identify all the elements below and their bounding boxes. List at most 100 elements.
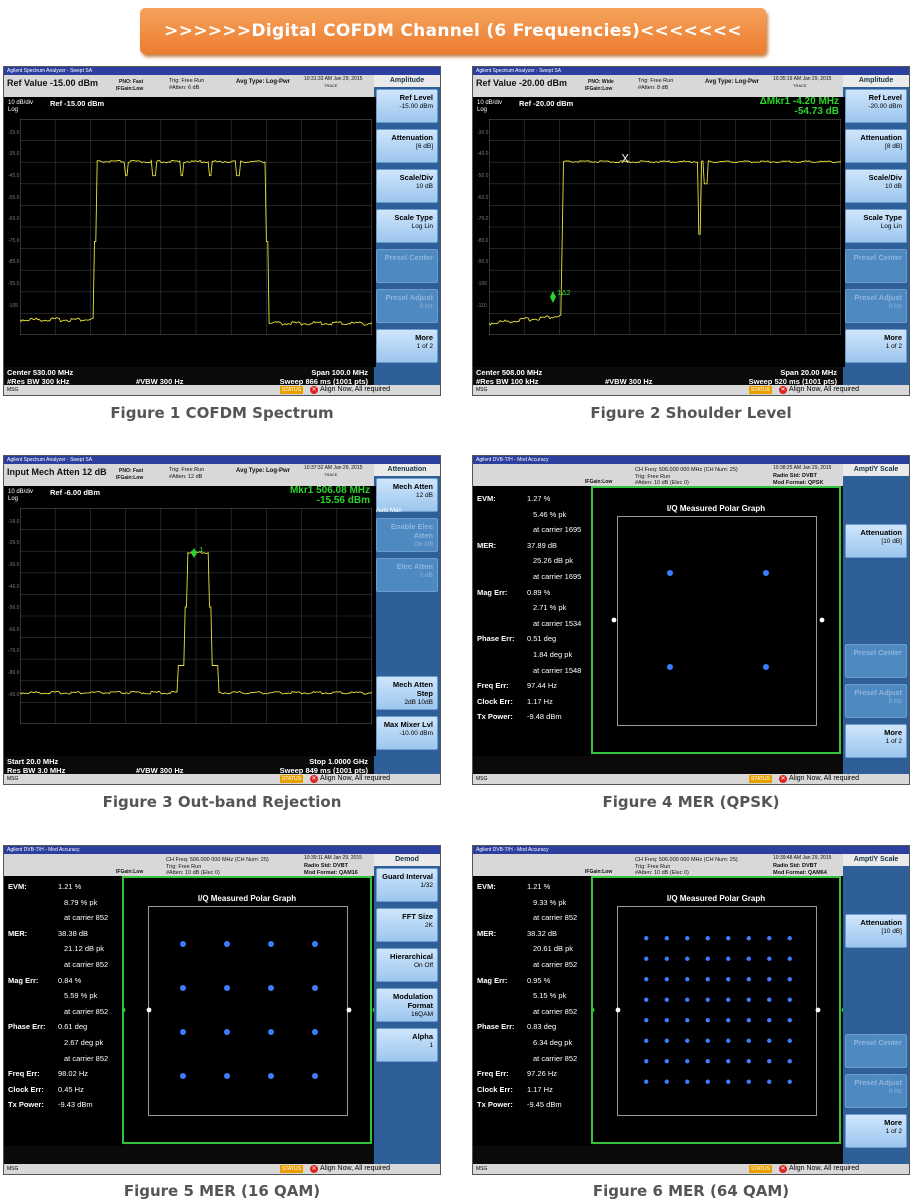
status-button[interactable]: STATUS xyxy=(749,775,772,783)
constellation-point xyxy=(664,1018,669,1023)
constellation-point xyxy=(685,956,690,961)
span-label: Span 100.0 MHz xyxy=(311,368,368,377)
marker-readout: ΔMkr1 -4.20 MHz xyxy=(759,96,839,107)
constellation-point xyxy=(664,1059,669,1064)
ifgain-label: IFGain:Low xyxy=(116,869,144,875)
pilot-point xyxy=(815,1007,821,1013)
status-button[interactable]: STATUS xyxy=(749,1165,772,1173)
auto-man-toggle[interactable]: Auto Man xyxy=(376,508,402,514)
spectrum-graticule: 1 xyxy=(20,508,372,724)
grid-label: -70.0 xyxy=(477,216,489,223)
status-button[interactable]: STATUS xyxy=(749,386,772,394)
softkey-scale-div[interactable]: Scale/Div 10 dB xyxy=(376,169,438,203)
softkey-scale-type[interactable]: Scale Type Log Lin xyxy=(376,209,438,243)
softkey-attenuation[interactable]: Attenuation [8 dB] xyxy=(845,129,907,163)
grid-label: -65.0 xyxy=(8,216,20,223)
softkey-elec-atten[interactable]: Elec Atten 0 dB xyxy=(376,558,438,592)
meas-value: at carrier 852 xyxy=(533,1053,578,1063)
softkey-presel-adjust[interactable]: Presel Adjust 0 Hz xyxy=(845,289,907,323)
softkey-value: 1/32 xyxy=(420,882,433,889)
meas-value: 5.15 % pk xyxy=(533,991,567,1001)
softkey-alpha[interactable]: Alpha 1 xyxy=(376,1028,438,1062)
softkey-value: -15.00 dBm xyxy=(399,103,433,110)
softkey-modulation-format[interactable]: Modulation Format 16QAM xyxy=(376,988,438,1022)
status-bar: MSG STATUS ✕ Align Now, All required xyxy=(473,774,909,784)
meas-value: 6.34 deg pk xyxy=(533,1038,573,1047)
constellation-point xyxy=(224,1029,230,1035)
constellation-point xyxy=(224,941,230,947)
softkey-more[interactable]: More 1 of 2 xyxy=(845,724,907,758)
softkey-header: Amplitude xyxy=(843,75,909,87)
status-button[interactable]: STATUS xyxy=(280,775,303,783)
softkey-guard-interval[interactable]: Guard Interval 1/32 xyxy=(376,868,438,902)
status-button[interactable]: STATUS xyxy=(280,386,303,394)
softkey-scale-type[interactable]: Scale Type Log Lin xyxy=(845,209,907,243)
spectrum-plot: 10 dB/div Ref -15.00 dBm Log -25.0 -35.0 -45.… xyxy=(4,97,376,367)
constellation-point xyxy=(705,1018,710,1023)
softkey-presel-center[interactable]: Presel Center xyxy=(845,1034,907,1068)
softkey-label: Presel Adjust xyxy=(854,293,902,302)
ifgain-label: IFGain:Low xyxy=(585,86,613,92)
constellation-point xyxy=(726,1018,731,1023)
timestamp: 10:31:33 AM Jan 29, 2015 xyxy=(304,76,363,82)
softkey-mech-atten-step[interactable]: Mech Atten Step 2dB 10dB xyxy=(376,676,438,710)
softkey-label: Attenuation xyxy=(860,528,902,537)
ref-value-title: Input Mech Atten 12 dB xyxy=(7,467,107,477)
softkey-presel-adjust[interactable]: Presel Adjust 0 Hz xyxy=(845,684,907,718)
softkey-attenuation[interactable]: Attenuation [10 dB] xyxy=(845,524,907,558)
softkey-max-mixer-lvl[interactable]: Max Mixer Lvl -10.00 dBm xyxy=(376,716,438,750)
softkey-enable-elec-atten[interactable]: Enable Elec Atten On Off xyxy=(376,518,438,552)
status-button[interactable]: STATUS xyxy=(280,1165,303,1173)
softkey-mech-atten[interactable]: Mech Atten 12 dB xyxy=(376,478,438,512)
meas-value: 1.27 % xyxy=(527,494,551,503)
mod-format-label: Mod Format: QAM64 xyxy=(773,869,827,876)
softkey-presel-adjust[interactable]: Presel Adjust 0 Hz xyxy=(376,289,438,323)
softkey-scale-div[interactable]: Scale/Div 10 dB xyxy=(845,169,907,203)
constellation-point xyxy=(268,941,274,947)
softkey-label: Scale/Div xyxy=(868,173,902,182)
grid-label: -85.0 xyxy=(8,259,20,266)
meas-value: 25.26 dB pk xyxy=(533,556,574,566)
softkey-ref-level[interactable]: Ref Level -15.00 dBm xyxy=(376,89,438,123)
softkey-more[interactable]: More 1 of 2 xyxy=(845,329,907,363)
softkey-presel-center[interactable]: Presel Center xyxy=(845,249,907,283)
softkey-presel-center[interactable]: Presel Center xyxy=(376,249,438,283)
spectrum-plot: 10 dB/div Ref -6.00 dBm Log Mkr1 506.08 MHz… xyxy=(4,485,376,756)
constellation-point xyxy=(787,977,792,982)
softkey-more[interactable]: More 1 of 2 xyxy=(845,1114,907,1148)
meas-label: Clock Err: xyxy=(8,1084,44,1094)
timestamp: 10:35:19 AM Jan 29, 2015 xyxy=(773,76,832,82)
softkey-attenuation[interactable]: Attenuation [10 dB] xyxy=(845,914,907,948)
softkey-presel-adjust[interactable]: Presel Adjust 0 Hz xyxy=(845,1074,907,1108)
softkey-ref-level[interactable]: Ref Level -20.00 dBm xyxy=(845,89,907,123)
sweep-label: Sweep 866 ms (1001 pts) xyxy=(279,377,368,386)
grid-label: -45.0 xyxy=(8,173,20,179)
meas-value: -9.43 dBm xyxy=(58,1100,93,1110)
marker-readout: Mkr1 506.08 MHz xyxy=(289,485,370,496)
softkey-value: 1 of 2 xyxy=(885,343,902,350)
info-bar: CH Freq: 506.000 000 MHz (CH Num: 25) Tri… xyxy=(4,854,376,876)
analyzer-panel-3: Agilent Spectrum Analyzer - Swept SA Inpu… xyxy=(3,455,441,785)
avg-type-label: Avg Type: Log-Pwr xyxy=(705,79,759,85)
meas-label: Freq Err: xyxy=(477,681,509,691)
meas-value: 9.33 % pk xyxy=(533,897,567,907)
grid-label: -30.0 xyxy=(477,129,489,136)
grid-label: -40.0 xyxy=(477,151,489,158)
softkey-label: FFT Size xyxy=(402,912,433,921)
softkey-attenuation[interactable]: Attenuation [6 dB] xyxy=(376,129,438,163)
iq-polar-graph: I/Q Measured Polar Graph xyxy=(591,876,843,1144)
softkey-fft-size[interactable]: FFT Size 2K xyxy=(376,908,438,942)
softkey-label: Mech Atten Step xyxy=(392,680,433,698)
constellation-point xyxy=(312,941,318,947)
softkey-label: Scale Type xyxy=(394,213,433,222)
constellation-point xyxy=(180,985,186,991)
align-now-message: Align Now, All required xyxy=(320,1165,391,1172)
constellation-point xyxy=(746,1018,751,1023)
softkey-header: Amplitude xyxy=(374,75,440,87)
grid-label: -55.0 xyxy=(8,194,20,201)
softkey-presel-center[interactable]: Presel Center xyxy=(845,644,907,678)
softkey-more[interactable]: More 1 of 2 xyxy=(376,329,438,363)
constellation-point xyxy=(746,997,751,1002)
softkey-hierarchical[interactable]: Hierarchical On Off xyxy=(376,948,438,982)
align-now-message: Align Now, All required xyxy=(789,775,860,782)
